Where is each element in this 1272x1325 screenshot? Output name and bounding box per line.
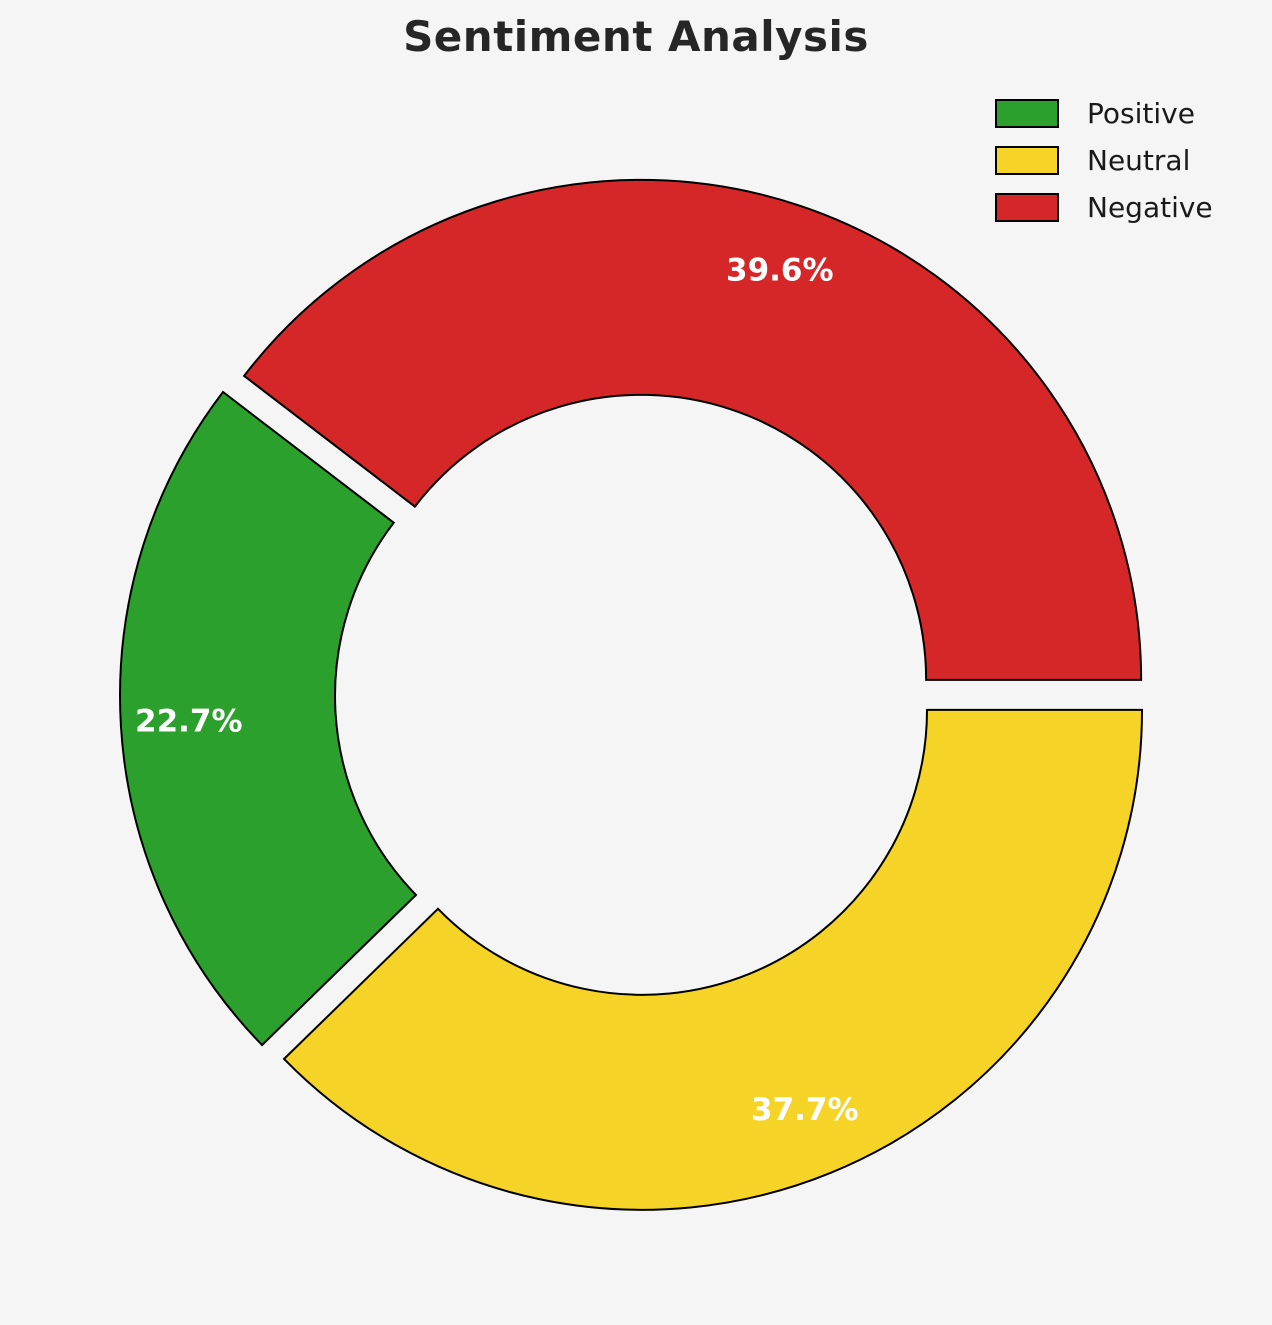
legend-label-positive: Positive (1087, 96, 1195, 130)
pie-slice-label-negative: 39.6% (726, 253, 834, 289)
legend-item-neutral: Neutral (995, 146, 1213, 175)
legend-swatch-neutral (995, 146, 1059, 175)
chart-title: Sentiment Analysis (403, 12, 869, 61)
legend-item-positive: Positive (995, 99, 1213, 128)
pie-slice-positive (119, 390, 418, 1047)
legend-swatch-positive (995, 99, 1059, 128)
pie-slice-label-positive: 22.7% (135, 704, 243, 740)
pie-slice-label-neutral: 37.7% (751, 1092, 859, 1128)
pie-slice-negative (242, 178, 1143, 681)
pie-slice-neutral (282, 708, 1144, 1211)
legend-swatch-negative (995, 193, 1059, 222)
legend: Positive Neutral Negative (995, 99, 1213, 222)
legend-label-neutral: Neutral (1087, 143, 1191, 177)
legend-label-negative: Negative (1087, 190, 1213, 224)
legend-item-negative: Negative (995, 193, 1213, 222)
